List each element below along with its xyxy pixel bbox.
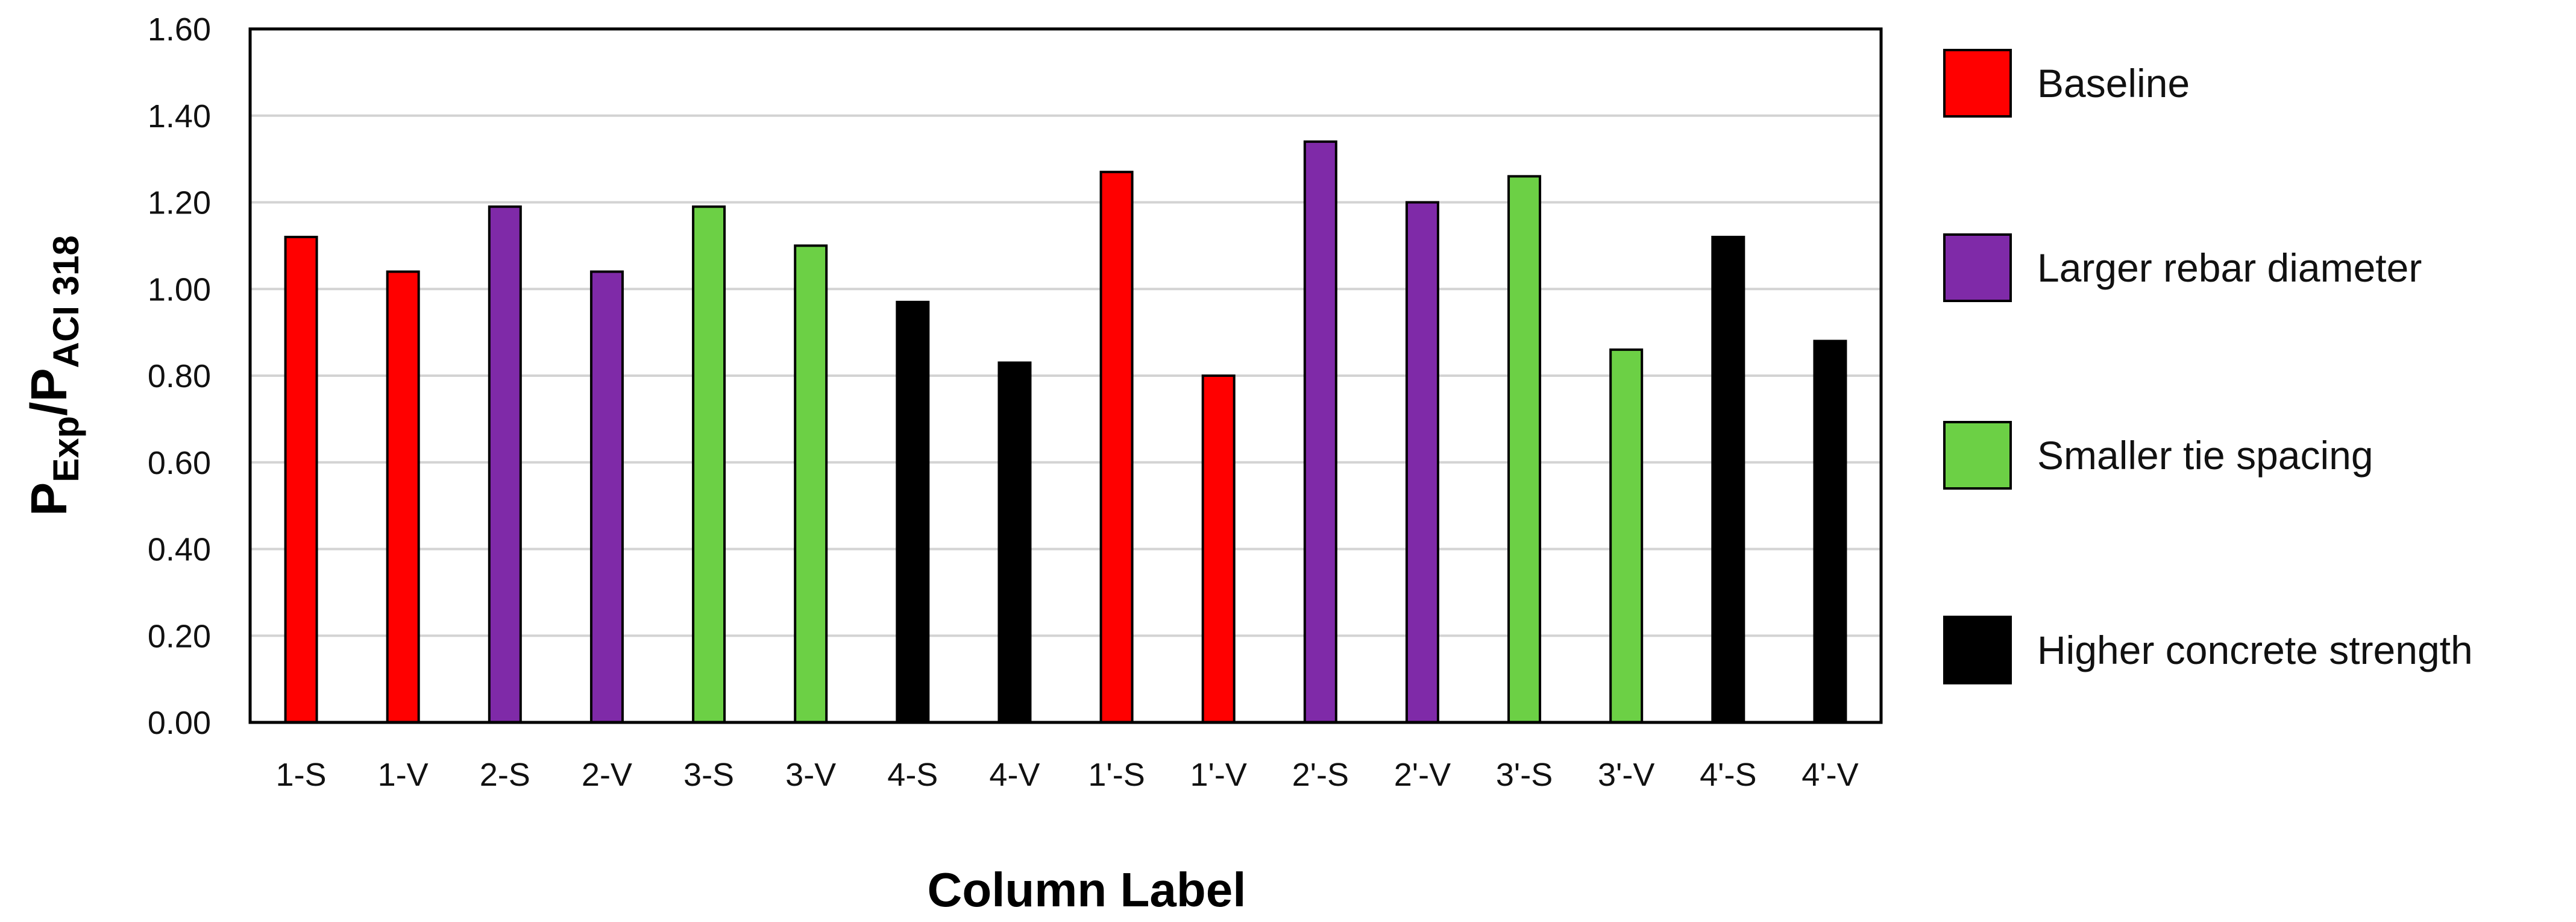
y-tick-label: 0.60 [148,445,211,481]
bar-3'-V [1609,348,1644,724]
x-tick-label: 2'-V [1394,757,1451,793]
x-tick-label: 3-S [683,757,734,793]
x-tick-label: 1-V [378,757,429,793]
legend-label: Higher concrete strength [2037,628,2473,672]
legend-swatch [1943,616,2012,684]
y-tick-label: 0.80 [148,358,211,394]
y-tick-label: 1.60 [148,11,211,48]
x-tick-label: 4-V [989,757,1040,793]
x-tick-label: 2-S [480,757,530,793]
y-tick-label: 0.20 [148,618,211,654]
y-axis-title-main-2: P [20,368,77,402]
x-tick-label: 4'-S [1700,757,1756,793]
x-tick-label: 1'-V [1190,757,1247,793]
bar-1'-V [1201,374,1236,724]
legend-swatch [1943,49,2012,118]
bar-2'-V [1405,201,1439,724]
gridlines [250,114,1881,637]
y-tick-label: 1.00 [148,271,211,308]
legend: Baseline Larger rebar diameter Smaller tie… [1943,49,2473,684]
y-axis-title-sub-exp: Exp [46,416,86,482]
bar-4'-V [1813,339,1847,724]
bar-4-V [997,361,1032,724]
x-tick-label: 4-S [887,757,938,793]
bar-1-V [386,270,420,724]
bar-1'-S [1099,171,1134,724]
bar-3-S [692,205,726,724]
y-tick-label: 0.00 [148,705,211,741]
x-tick-label: 1'-S [1088,757,1145,793]
y-axis-title: PExp/PACI 318 [20,235,86,516]
y-axis-title-sub-aci: ACI 318 [46,235,86,368]
svg-text:PExp/PACI 318: PExp/PACI 318 [20,235,86,516]
bar-2-S [488,205,522,724]
x-axis-title: Column Label [928,863,1246,917]
y-tick-label: 0.40 [148,532,211,568]
plot-area-frame [248,27,1883,724]
legend-label: Larger rebar diameter [2037,245,2422,290]
x-axis-ticks: 1-S 1-V 2-S 2-V 3-S 3-V 4-S 4-V 1'-S 1'-V 2'-S 2'-V… [276,757,1859,793]
legend-label: Smaller tie spacing [2037,433,2373,478]
legend-swatch [1943,233,2012,302]
x-tick-label: 3'-S [1496,757,1553,793]
y-axis-ticks: 0.00 0.20 0.40 0.60 0.80 1.00 1.20 1.40 1.60 [148,11,211,741]
x-tick-label: 2-V [582,757,632,793]
bar-2'-S [1303,140,1337,724]
y-tick-label: 1.40 [148,98,211,134]
y-axis-title-main: P [20,482,77,516]
x-tick-label: 4'-V [1802,757,1858,793]
bar-2-V [589,270,624,724]
x-tick-label: 1-S [276,757,327,793]
bar-3-V [794,244,828,724]
legend-swatch [1943,421,2012,490]
x-tick-label: 3-V [785,757,836,793]
bar-4'-S [1711,236,1745,724]
legend-label: Baseline [2037,61,2190,106]
bar-1-S [284,236,318,724]
bars [284,140,1847,724]
x-tick-label: 2'-S [1292,757,1349,793]
x-tick-label: 3'-V [1598,757,1654,793]
y-tick-label: 1.20 [148,185,211,221]
y-axis-title-separator: / [20,402,77,415]
bar-4-S [896,300,930,724]
bar-3'-S [1507,175,1542,724]
